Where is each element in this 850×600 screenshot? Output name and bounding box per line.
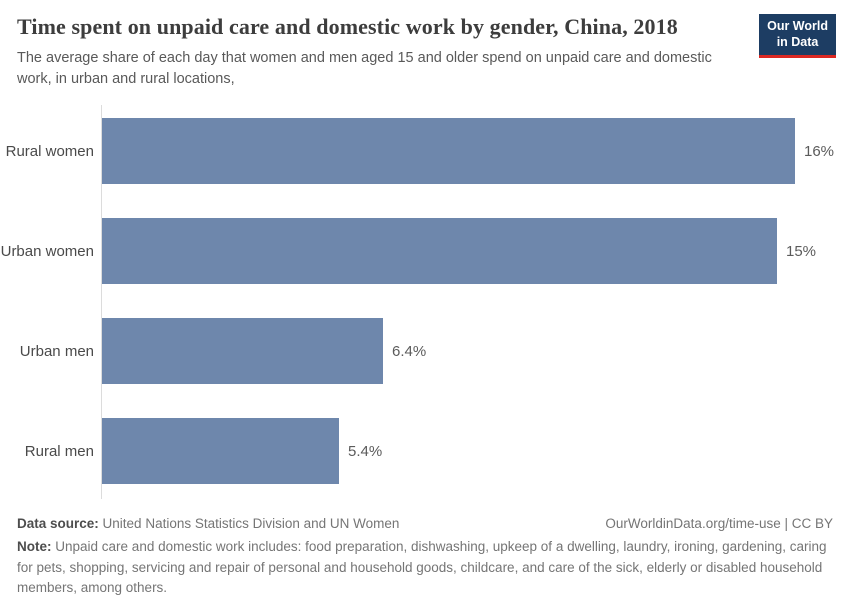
- value-label: 6.4%: [392, 342, 427, 360]
- chart-row: Urban men 6.4%: [0, 301, 850, 401]
- chart-subtitle: The average share of each day that women…: [17, 50, 712, 88]
- y-axis-line: [101, 105, 102, 500]
- owid-logo-line2: in Data: [776, 34, 819, 49]
- category-label-urban-women: Urban women: [0, 242, 94, 260]
- attribution-link[interactable]: OurWorldinData.org/time-use | CC BY: [605, 516, 833, 532]
- note-text: Unpaid care and domestic work includes: …: [17, 539, 827, 595]
- category-label-rural-women: Rural women: [5, 142, 94, 160]
- chart-title: Time spent on unpaid care and domestic w…: [17, 14, 678, 39]
- data-source-label: Data source:: [17, 516, 99, 532]
- chart-row: Urban women 15%: [0, 201, 850, 301]
- chart-footer: Data source: United Nations Statistics D…: [17, 516, 833, 598]
- value-label: 15%: [786, 242, 817, 260]
- horizontal-bar-chart: Rural women 16% Urban women 15% Urban men 6.4…: [0, 101, 850, 501]
- value-label: 16%: [804, 142, 835, 160]
- bar-rural-women[interactable]: [102, 118, 795, 185]
- value-label: 5.4%: [348, 442, 383, 460]
- data-source-line: Data source: United Nations Statistics D…: [17, 516, 399, 531]
- owid-logo-line1: Our World: [767, 19, 828, 33]
- category-label-urban-men: Urban men: [19, 342, 94, 360]
- chart-header: Time spent on unpaid care and domestic w…: [0, 0, 850, 90]
- data-source-text: United Nations Statistics Division and U…: [102, 516, 400, 532]
- bar-urban-women[interactable]: [102, 218, 777, 285]
- bar-urban-men[interactable]: [102, 318, 383, 385]
- bar-rural-men[interactable]: [102, 418, 339, 485]
- chart-row: Rural women 16%: [0, 101, 850, 201]
- owid-logo[interactable]: Our World in Data: [759, 14, 836, 59]
- category-label-rural-men: Rural men: [24, 442, 94, 460]
- chart-row: Rural men 5.4%: [0, 401, 850, 501]
- chart-note: Note: Unpaid care and domestic work incl…: [17, 537, 833, 598]
- note-label: Note:: [17, 539, 52, 555]
